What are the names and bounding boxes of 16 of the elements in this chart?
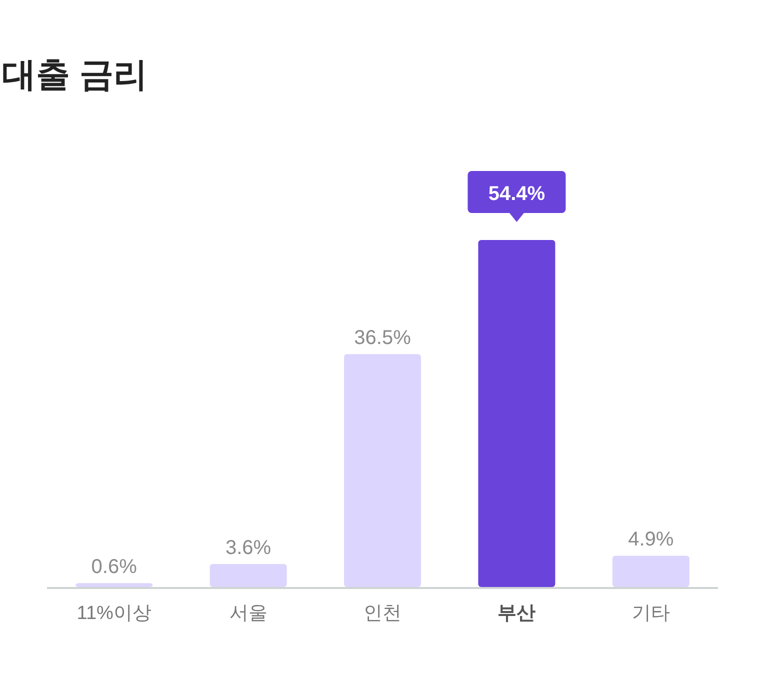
data-label: 4.9%	[628, 528, 674, 551]
chart-title: 대출 금리	[2, 56, 148, 94]
x-tick-label: 11%이상	[76, 603, 152, 624]
bar	[210, 564, 287, 587]
data-label: 3.6%	[226, 537, 272, 560]
x-tick-label: 기타	[632, 603, 670, 624]
data-label: 54.4%	[488, 183, 546, 205]
x-tick-label: 인천	[364, 603, 402, 624]
x-tick-label: 부산	[498, 603, 536, 624]
bar	[76, 583, 153, 587]
bar	[612, 556, 690, 587]
bar	[478, 240, 556, 587]
bar	[344, 354, 421, 587]
data-label: 36.5%	[354, 327, 412, 350]
data-label: 0.6%	[91, 556, 138, 578]
x-tick-label: 서울	[229, 603, 268, 624]
